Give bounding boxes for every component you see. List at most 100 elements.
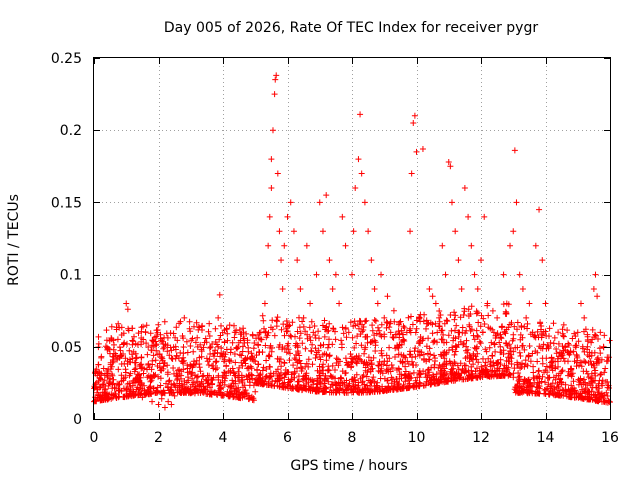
data-point	[461, 184, 468, 191]
data-point	[319, 228, 326, 235]
data-point	[507, 242, 514, 249]
y-tick-label: 0.05	[51, 340, 82, 356]
data-point	[271, 91, 278, 98]
data-point	[281, 242, 288, 249]
data-point	[384, 293, 391, 300]
data-point	[171, 392, 178, 399]
data-point	[110, 358, 117, 365]
data-point	[303, 242, 310, 249]
data-point	[332, 271, 339, 278]
data-point	[139, 394, 146, 401]
data-point	[178, 372, 185, 379]
data-point	[529, 329, 536, 336]
data-point	[452, 228, 459, 235]
chart-title: Day 005 of 2026, Rate Of TEC Index for r…	[164, 20, 538, 36]
data-point	[503, 300, 510, 307]
grid-layer	[94, 58, 610, 419]
x-axis-label: GPS time / hours	[290, 458, 407, 474]
x-tick-label: 10	[408, 430, 426, 446]
x-tick-label: 16	[601, 430, 619, 446]
data-point	[123, 300, 130, 307]
data-point	[100, 365, 107, 372]
data-point	[500, 271, 507, 278]
data-point	[548, 358, 555, 365]
data-point	[210, 365, 217, 372]
data-point	[174, 384, 181, 391]
data-point	[265, 242, 272, 249]
data-point	[142, 329, 149, 336]
data-point	[587, 358, 594, 365]
data-point	[561, 358, 568, 365]
data-point	[432, 300, 439, 307]
data-point	[536, 206, 543, 213]
data-point	[408, 170, 415, 177]
x-tick-label: 12	[472, 430, 490, 446]
data-point	[600, 343, 607, 350]
data-point	[568, 365, 575, 372]
data-points-layer	[91, 72, 610, 411]
data-point	[410, 119, 417, 126]
data-point	[349, 271, 355, 278]
data-point	[478, 257, 484, 264]
data-point	[447, 163, 454, 170]
data-point	[445, 158, 452, 165]
data-point	[103, 390, 110, 397]
data-point	[268, 156, 275, 163]
data-point	[300, 314, 307, 321]
data-point	[207, 351, 214, 358]
data-point	[232, 329, 239, 336]
data-point	[358, 170, 365, 177]
data-point	[471, 271, 478, 278]
data-point	[184, 365, 191, 372]
data-point	[165, 398, 172, 405]
data-point	[539, 257, 546, 264]
data-point	[263, 271, 270, 278]
data-point	[316, 199, 323, 206]
data-point	[532, 242, 539, 249]
density-point-cloud	[91, 301, 613, 406]
data-point	[145, 387, 152, 394]
data-point	[242, 387, 249, 394]
data-point	[407, 228, 414, 235]
data-point	[555, 372, 562, 379]
data-point	[215, 314, 222, 321]
data-point	[197, 390, 204, 397]
data-point	[273, 72, 280, 79]
data-point	[260, 317, 267, 324]
data-point	[448, 199, 455, 206]
data-point	[272, 76, 279, 83]
data-point	[152, 390, 159, 397]
data-point	[158, 395, 165, 402]
data-point	[279, 286, 286, 293]
data-point	[426, 286, 433, 293]
data-point	[394, 343, 401, 350]
data-point	[307, 300, 314, 307]
data-point	[592, 271, 599, 278]
x-tick-label: 4	[219, 430, 228, 446]
data-point	[397, 358, 404, 365]
data-point	[357, 111, 364, 118]
data-point	[294, 257, 301, 264]
data-point	[510, 228, 517, 235]
data-point	[458, 286, 465, 293]
data-point	[545, 343, 552, 350]
data-point	[149, 398, 156, 405]
data-point	[484, 300, 491, 307]
data-point	[269, 127, 276, 134]
data-point	[200, 372, 207, 379]
data-point	[542, 300, 549, 307]
data-point	[371, 286, 378, 293]
data-point	[355, 156, 362, 163]
data-point	[190, 358, 197, 365]
data-point	[220, 351, 226, 358]
data-point	[526, 300, 533, 307]
data-point	[523, 314, 530, 321]
data-point	[97, 384, 104, 391]
data-point	[497, 343, 504, 350]
data-point	[594, 293, 601, 300]
data-point	[226, 358, 233, 365]
data-point	[487, 358, 494, 365]
x-tick-label: 0	[90, 430, 99, 446]
data-point	[494, 314, 501, 321]
